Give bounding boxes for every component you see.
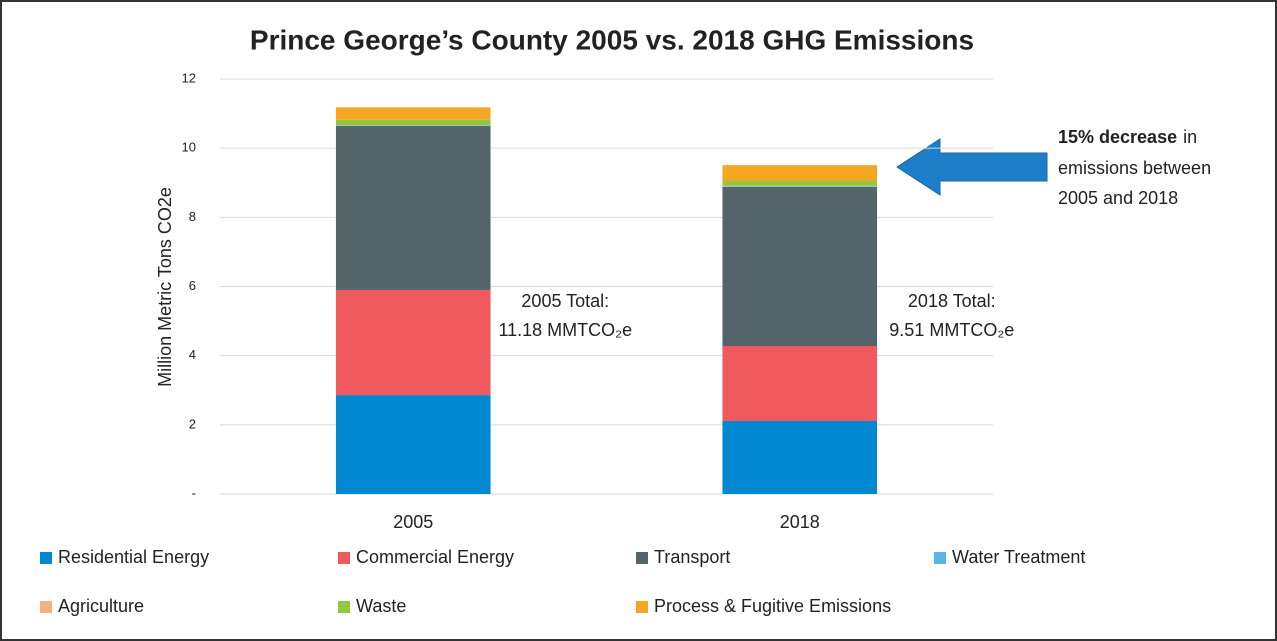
bar-segment: [722, 181, 878, 186]
bar-segment: [722, 186, 878, 346]
y-tick-label: -: [192, 485, 196, 500]
bar-segment: [335, 395, 491, 494]
legend-swatch: [934, 552, 946, 564]
bar-segment: [722, 421, 878, 494]
x-tick-label: 2005: [393, 512, 433, 532]
total-annotation: 2018 Total:: [908, 291, 996, 311]
total-annotation: 11.18 MMTCO₂e: [498, 320, 632, 340]
y-tick-label: 2: [189, 416, 196, 431]
legend-label: Process & Fugitive Emissions: [654, 596, 891, 616]
legend-label: Water Treatment: [952, 547, 1085, 567]
callout-line: 15% decrease in: [1058, 127, 1197, 147]
legend-swatch: [636, 601, 648, 613]
y-tick-label: 8: [189, 209, 196, 224]
callout-bold: 15% decrease: [1058, 127, 1177, 147]
y-tick-label: 6: [189, 278, 196, 293]
chart-title: Prince George’s County 2005 vs. 2018 GHG…: [250, 24, 974, 55]
legend-swatch: [40, 552, 52, 564]
legend-label: Agriculture: [58, 596, 144, 616]
legend-label: Transport: [654, 547, 730, 567]
legend-swatch: [40, 601, 52, 613]
legend-swatch: [338, 552, 350, 564]
bar-segment: [335, 125, 491, 127]
callout-text: in: [1183, 127, 1197, 147]
bar-segment: [335, 119, 491, 125]
bar-segment: [335, 107, 491, 120]
y-tick-label: 10: [182, 140, 196, 155]
y-tick-label: 4: [189, 347, 196, 362]
total-annotation: 9.51 MMTCO₂e: [889, 320, 1014, 340]
legend-swatch: [636, 552, 648, 564]
bar-segment: [722, 186, 878, 187]
legend-swatch: [338, 601, 350, 613]
y-tick-label: 12: [182, 70, 196, 85]
legend-label: Waste: [356, 596, 406, 616]
callout-arrow: [896, 138, 1048, 196]
bar-segment: [722, 165, 878, 182]
x-tick-label: 2018: [780, 512, 820, 532]
bar-segment: [335, 126, 491, 290]
legend-label: Commercial Energy: [356, 547, 514, 567]
bar-segment: [722, 345, 878, 422]
y-axis-label: Million Metric Tons CO2e: [155, 187, 175, 387]
legend-label: Residential Energy: [58, 547, 209, 567]
callout-line: 2005 and 2018: [1058, 188, 1178, 208]
bar-segment: [335, 289, 491, 396]
total-annotation: 2005 Total:: [521, 291, 609, 311]
callout-line: emissions between: [1058, 158, 1211, 178]
callout: 15% decrease in emissions between 2005 an…: [1058, 127, 1211, 208]
